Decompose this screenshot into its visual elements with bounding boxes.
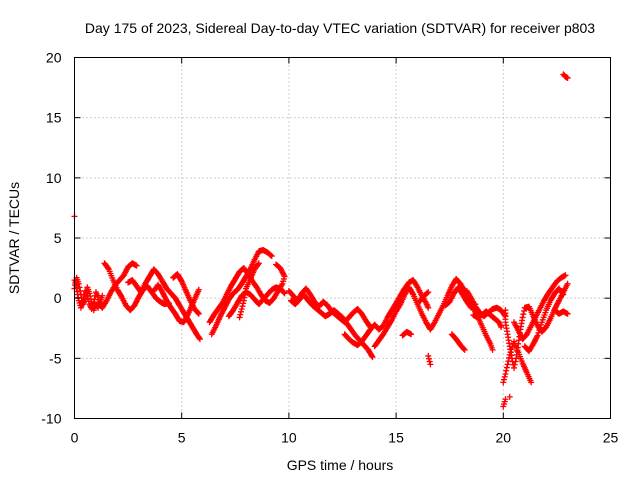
plus-markers — [285, 285, 374, 331]
x-axis-label: GPS time / hours — [287, 457, 394, 473]
data-trace — [416, 289, 432, 305]
x-tick-label: 10 — [281, 430, 297, 446]
y-tick-label: 0 — [54, 290, 62, 306]
x-tick-label: 25 — [603, 430, 619, 446]
data-trace — [560, 71, 571, 81]
y-tick-label: 10 — [46, 170, 62, 186]
plus-markers — [506, 393, 513, 400]
plus-markers — [236, 260, 262, 321]
plus-markers — [425, 352, 434, 368]
data-trace — [463, 287, 509, 320]
data-trace — [506, 393, 513, 400]
data-trace — [551, 307, 571, 317]
plus-markers — [170, 271, 202, 317]
chart-title: Day 175 of 2023, Sidereal Day-to-day VTE… — [85, 20, 595, 36]
plus-markers — [521, 285, 567, 355]
data-trace — [285, 285, 374, 331]
data-trace — [288, 291, 376, 361]
plus-markers — [125, 266, 203, 343]
plus-markers — [288, 291, 376, 361]
data-trace — [125, 266, 203, 343]
y-tick-label: -10 — [41, 411, 61, 427]
data-trace — [500, 396, 509, 410]
data-trace — [341, 277, 432, 349]
data-points — [71, 71, 571, 410]
y-tick-label: 15 — [46, 110, 62, 126]
data-trace — [511, 272, 569, 343]
plus-markers — [442, 284, 479, 311]
x-tick-label: 15 — [388, 430, 404, 446]
plus-markers — [448, 331, 468, 353]
plus-markers — [399, 328, 415, 339]
data-trace — [399, 328, 415, 339]
y-tick-label: -5 — [49, 350, 62, 366]
plus-markers — [225, 284, 288, 320]
data-trace — [521, 285, 567, 355]
data-trace — [150, 281, 202, 326]
x-tick-label: 0 — [71, 430, 79, 446]
plus-markers — [551, 307, 571, 317]
data-trace — [500, 338, 535, 386]
x-tick-label: 20 — [496, 430, 512, 446]
data-trace — [225, 284, 288, 320]
x-tick-label: 5 — [178, 430, 186, 446]
axis-ticks: 0 5 10 15 20 25 -10 -5 0 5 10 15 20 — [41, 50, 618, 446]
data-trace — [236, 260, 262, 321]
data-trace — [425, 352, 434, 368]
y-axis-label: SDTVAR / TECUs — [6, 182, 22, 294]
plus-markers — [150, 281, 202, 326]
data-trace — [170, 271, 202, 317]
plus-markers — [560, 71, 571, 81]
plus-markers — [500, 338, 535, 386]
y-tick-label: 20 — [46, 50, 62, 66]
plus-markers — [463, 287, 509, 320]
y-tick-label: 5 — [54, 230, 62, 246]
grid-lines — [74, 57, 611, 419]
plus-markers — [500, 396, 509, 410]
plus-markers — [341, 277, 432, 349]
plus-markers — [416, 289, 432, 305]
data-trace — [448, 331, 468, 353]
data-trace — [442, 284, 479, 311]
plus-markers — [208, 247, 275, 338]
plus-markers — [511, 272, 569, 343]
data-trace — [208, 247, 275, 338]
